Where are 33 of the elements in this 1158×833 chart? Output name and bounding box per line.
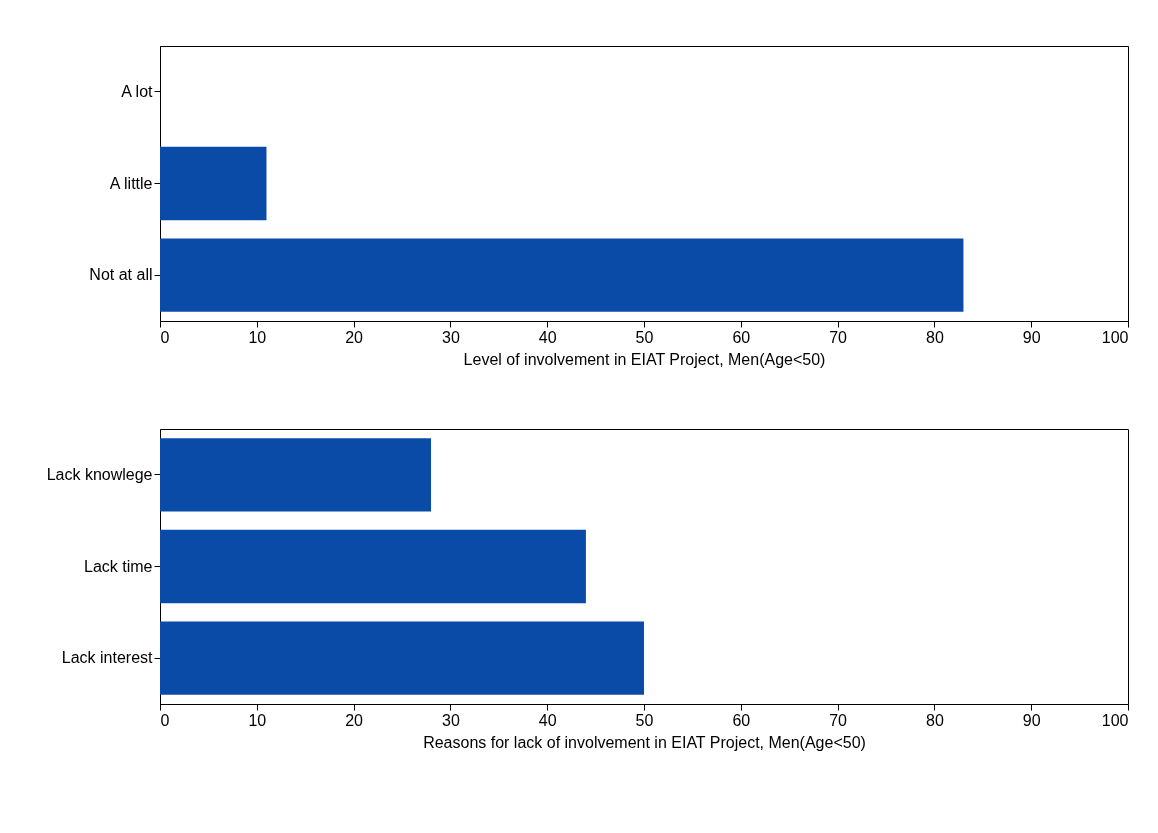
x-tick-label: 0 xyxy=(160,711,170,729)
x-tick-label: 60 xyxy=(732,711,751,729)
x-tick-label: 70 xyxy=(829,711,848,729)
y-tick-label: A little xyxy=(109,174,153,192)
x-tick-label: 10 xyxy=(248,328,267,346)
y-tick-label: A lot xyxy=(121,82,154,100)
y-tick-label: Lack interest xyxy=(61,649,154,667)
bar xyxy=(160,438,432,512)
x-tick-label: 70 xyxy=(829,328,848,346)
x-tick-label: 40 xyxy=(538,328,557,346)
x-tick-label: 20 xyxy=(345,711,364,729)
bar xyxy=(160,621,644,695)
x-axis-title: Reasons for lack of involvement in EIAT Project, Men(Age<50) xyxy=(423,733,866,751)
y-tick-label: Lack knowlege xyxy=(46,465,153,483)
x-tick-label: 60 xyxy=(732,328,751,346)
x-tick-label: 80 xyxy=(926,711,944,729)
x-tick-label: 90 xyxy=(1022,711,1041,729)
x-tick-label: 80 xyxy=(926,328,944,346)
x-tick-label: 100 xyxy=(1101,711,1129,729)
x-tick-label: 30 xyxy=(442,328,460,346)
x-tick-label: 0 xyxy=(160,328,170,346)
x-tick-label: 100 xyxy=(1101,328,1129,346)
y-tick-label: Not at all xyxy=(89,266,153,284)
x-tick-label: 10 xyxy=(248,711,267,729)
y-tick-label: Lack time xyxy=(84,557,153,575)
x-tick-label: 50 xyxy=(635,711,654,729)
x-tick-label: 20 xyxy=(345,328,364,346)
x-tick-label: 50 xyxy=(635,328,654,346)
x-tick-label: 90 xyxy=(1022,328,1041,346)
x-tick-label: 30 xyxy=(442,711,460,729)
x-axis-title: Level of involvement in EIAT Project, Men(Age<50) xyxy=(463,350,826,368)
bar xyxy=(160,529,586,604)
x-tick-label: 40 xyxy=(538,711,557,729)
